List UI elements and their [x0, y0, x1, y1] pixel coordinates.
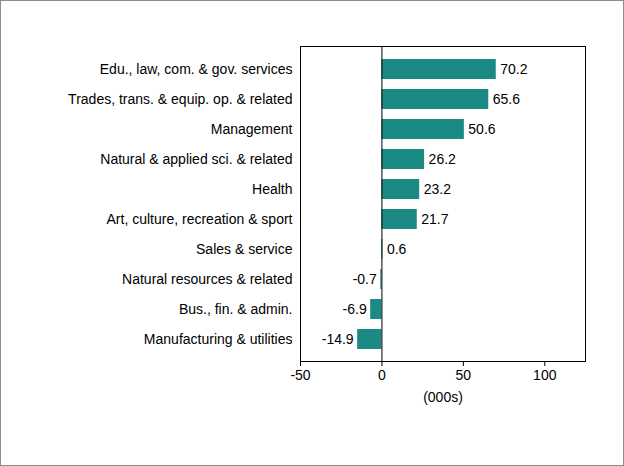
svg-text:0.6: 0.6: [387, 241, 407, 257]
svg-text:65.6: 65.6: [493, 91, 520, 107]
svg-text:Art, culture, recreation & spo: Art, culture, recreation & sport: [107, 211, 293, 227]
svg-text:Trades, trans. & equip. op. &: Trades, trans. & equip. op. & related: [68, 91, 292, 107]
svg-text:(000s): (000s): [423, 389, 463, 405]
svg-text:50.6: 50.6: [468, 121, 495, 137]
svg-text:23.2: 23.2: [424, 181, 451, 197]
svg-text:26.2: 26.2: [429, 151, 456, 167]
svg-text:100: 100: [533, 367, 557, 383]
svg-text:-6.9: -6.9: [343, 301, 367, 317]
svg-text:Edu., law, com. & gov. service: Edu., law, com. & gov. services: [100, 61, 293, 77]
svg-text:Sales & service: Sales & service: [196, 241, 293, 257]
svg-text:-50: -50: [290, 367, 310, 383]
svg-text:-0.7: -0.7: [353, 271, 377, 287]
svg-text:0: 0: [378, 367, 386, 383]
svg-text:Manufacturing & utilities: Manufacturing & utilities: [144, 331, 293, 347]
svg-text:Health: Health: [252, 181, 292, 197]
svg-text:Bus., fin. & admin.: Bus., fin. & admin.: [179, 301, 293, 317]
svg-text:Management: Management: [211, 121, 293, 137]
svg-text:Natural & applied sci. & relat: Natural & applied sci. & related: [100, 151, 292, 167]
svg-text:-14.9: -14.9: [322, 331, 354, 347]
svg-text:21.7: 21.7: [421, 211, 448, 227]
svg-text:Natural resources & related: Natural resources & related: [122, 271, 292, 287]
svg-text:70.2: 70.2: [500, 61, 527, 77]
svg-text:50: 50: [456, 367, 472, 383]
